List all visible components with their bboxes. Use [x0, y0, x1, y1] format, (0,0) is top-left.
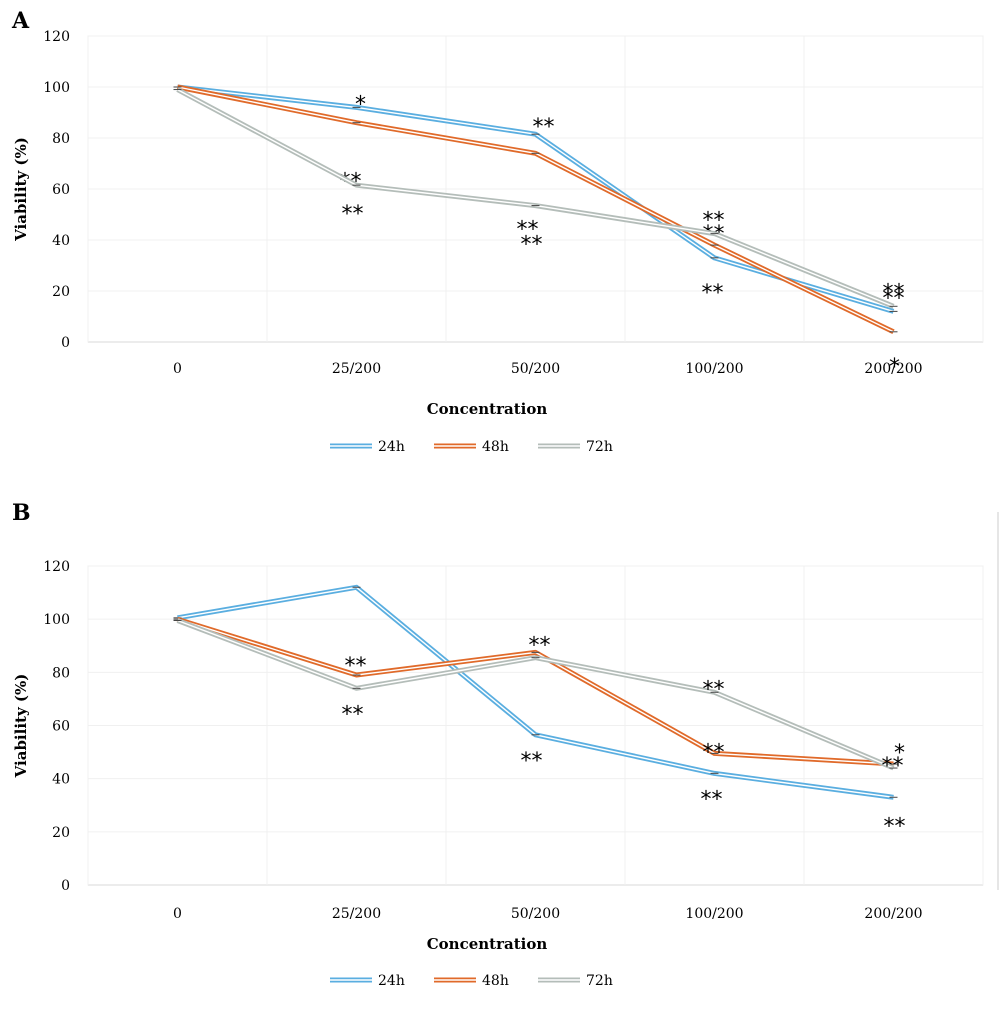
significance-label: **	[521, 749, 543, 774]
x-tick-label: 25/200	[332, 906, 381, 922]
chart-panel-b: B 0 20 40 60 80 100 120 0 25/200 50/200 100/200 200/…	[12, 500, 984, 989]
x-tick-label: 100/200	[685, 906, 743, 922]
significance-label: **	[342, 702, 364, 727]
significance-label: **	[529, 633, 551, 658]
legend-item-24h: 24h	[330, 439, 405, 455]
x-tick-label: 200/200	[864, 906, 922, 922]
chart-panel-a: A 0 20 40 60 80 100 120 0 25/200 50/200 100/200 200/…	[11, 8, 984, 455]
significance-label: **	[703, 677, 725, 702]
series-24h: ** ** **	[173, 584, 906, 839]
legend-label: 24h	[378, 439, 405, 455]
legend-label: 72h	[586, 439, 613, 455]
y-tick-label: 40	[52, 233, 70, 249]
y-tick-label: 80	[52, 131, 70, 147]
legend-label: 72h	[586, 973, 613, 989]
significance-label: **	[345, 654, 367, 679]
y-tick-label: 20	[52, 284, 70, 300]
significance-label: **	[883, 280, 905, 305]
series-72h: **** ****	[173, 87, 905, 309]
legend-label: 24h	[378, 973, 405, 989]
legend: 24h 48h 72h	[330, 439, 613, 455]
significance-label: **	[884, 814, 906, 839]
significance-label: **	[882, 754, 904, 779]
significance-label: **	[517, 218, 539, 243]
y-tick-label: 100	[43, 80, 70, 96]
series-72h: ** ** **	[173, 618, 904, 779]
y-tick-label: 120	[43, 29, 70, 45]
legend-item-48h: 48h	[434, 973, 509, 989]
y-tick-label: 20	[52, 825, 70, 841]
y-tick-label: 60	[52, 182, 70, 198]
legend-label: 48h	[482, 439, 509, 455]
significance-label: *	[889, 355, 900, 380]
y-tick-label: 40	[52, 772, 70, 788]
series-48h: *******	[173, 616, 905, 767]
series-24h: ***** **	[173, 84, 905, 314]
x-tick-label: 200/200	[864, 361, 922, 377]
significance-label: **	[703, 209, 725, 234]
significance-label: *	[894, 741, 905, 766]
x-tick-label: 50/200	[511, 361, 560, 377]
x-tick-label: 0	[173, 361, 182, 377]
y-axis-title: Viability (%)	[12, 674, 30, 779]
y-tick-label: 60	[52, 719, 70, 735]
significance-label: **	[533, 115, 555, 140]
significance-label: *	[355, 92, 366, 117]
x-tick-label: 50/200	[511, 906, 560, 922]
legend-label: 48h	[482, 973, 509, 989]
legend-item-24h: 24h	[330, 973, 405, 989]
y-axis-title: Viability (%)	[12, 137, 30, 242]
y-tick-label: 0	[61, 335, 70, 351]
significance-label: **	[701, 787, 723, 812]
y-tick-label: 80	[52, 665, 70, 681]
y-tick-label: 0	[61, 878, 70, 894]
x-tick-label: 100/200	[685, 361, 743, 377]
panel-label: A	[11, 8, 30, 34]
y-tick-label: 100	[43, 612, 70, 628]
significance-label: **	[521, 232, 543, 257]
x-axis-title: Concentration	[427, 935, 548, 953]
significance-label: **	[702, 281, 724, 306]
x-tick-label: 25/200	[332, 361, 381, 377]
panel-label: B	[12, 500, 31, 526]
legend-item-72h: 72h	[538, 973, 613, 989]
significance-label: **	[342, 202, 364, 227]
legend-item-48h: 48h	[434, 439, 509, 455]
legend: 24h 48h 72h	[330, 973, 613, 989]
significance-label: **	[703, 740, 725, 765]
legend-item-72h: 72h	[538, 439, 613, 455]
y-tick-label: 120	[43, 559, 70, 575]
x-tick-label: 0	[173, 906, 182, 922]
x-axis-title: Concentration	[427, 400, 548, 418]
